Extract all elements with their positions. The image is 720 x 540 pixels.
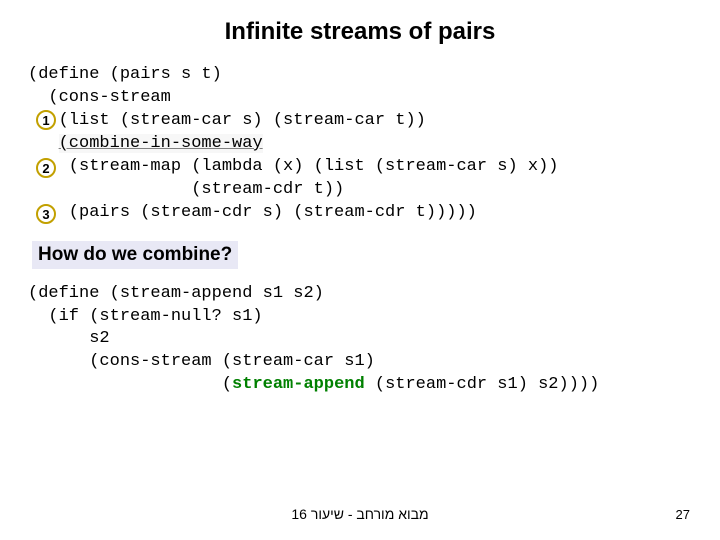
code2-l3: s2	[28, 329, 110, 348]
code2-l2: (if (stream-null? s1)	[28, 307, 263, 326]
code1-l1: (define (pairs s t)	[28, 65, 222, 84]
badge-2: 2	[36, 158, 56, 178]
footer-center: מבוא מורחב - שיעור 16	[291, 506, 428, 522]
code1-l2: (cons-stream	[28, 88, 171, 107]
code1-l4a	[28, 134, 59, 153]
code1-l5: (stream-map (lambda (x) (list (stream-ca…	[28, 157, 559, 176]
recursive-call: stream-append	[232, 375, 365, 394]
code-block-1: (define (pairs s t) (cons-stream (list (…	[0, 64, 720, 225]
subheading: How do we combine?	[32, 241, 238, 269]
combine-highlight: (combine-in-some-way	[59, 134, 263, 153]
badge-3: 3	[36, 204, 56, 224]
badge-1: 1	[36, 110, 56, 130]
code2-l5b: (stream-cdr s1) s2))))	[365, 375, 600, 394]
code1-l7: (pairs (stream-cdr s) (stream-cdr t)))))	[28, 203, 477, 222]
code-block-1-wrapper: (define (pairs s t) (cons-stream (list (…	[0, 64, 720, 225]
code2-l5a: (	[28, 375, 232, 394]
slide-title: Infinite streams of pairs	[0, 0, 720, 64]
code-block-2: (define (stream-append s1 s2) (if (strea…	[0, 283, 720, 398]
code1-l3: (list (stream-car s) (stream-car t))	[28, 111, 426, 130]
code2-l1: (define (stream-append s1 s2)	[28, 284, 324, 303]
code1-l6: (stream-cdr t))	[28, 180, 344, 199]
code2-l4: (cons-stream (stream-car s1)	[28, 352, 375, 371]
page-number: 27	[676, 507, 690, 522]
